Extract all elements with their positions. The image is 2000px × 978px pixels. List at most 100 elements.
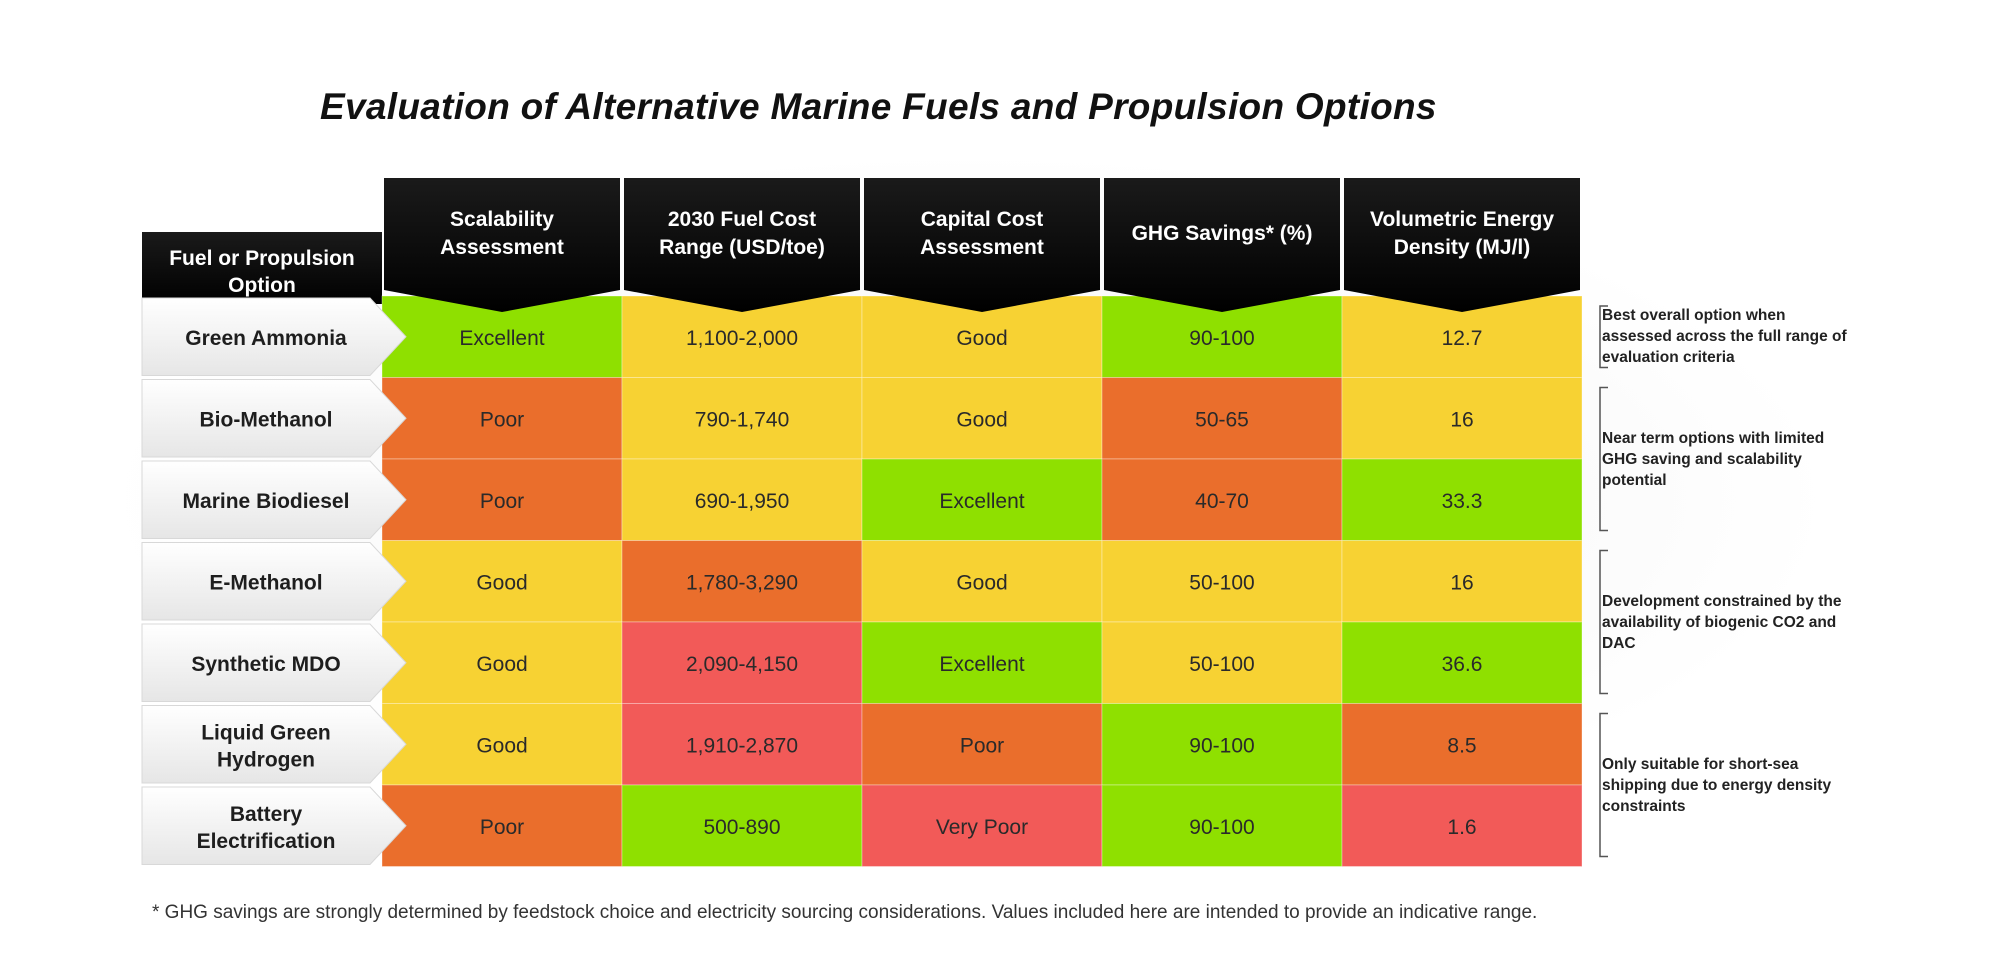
table-cell	[1341, 540, 1583, 623]
table-cell-value: 1.6	[1447, 816, 1476, 839]
row-header-cell: Fuel or Propulsion Option	[142, 232, 382, 304]
column-header-cell	[1344, 178, 1580, 312]
row-label-cell	[141, 623, 407, 702]
table-cell-value: 16	[1450, 408, 1473, 431]
column-header-text: Range (USD/toe)	[659, 236, 825, 259]
table-cell	[381, 458, 623, 541]
column-header-text: Assessment	[440, 236, 564, 259]
row-label-cell	[141, 786, 407, 865]
row-label: Green Ammonia	[185, 327, 347, 350]
cells: Excellent 1,100-2,000 Good 90-100 12.7 Poor 79…	[381, 295, 1583, 867]
group-note: Best overall option when assessed across…	[1602, 307, 1847, 367]
column-header-text: Density (MJ/l)	[1394, 236, 1531, 259]
table-cell	[381, 377, 623, 460]
row-header-text: Option	[228, 274, 296, 297]
table-cell	[861, 377, 1103, 460]
table-cell	[1341, 377, 1583, 460]
table-cell-value: 790-1,740	[695, 408, 790, 431]
table-cell-value: Poor	[480, 408, 524, 431]
table-cell-value: 33.3	[1442, 490, 1483, 513]
table-cell	[621, 377, 863, 460]
table-cell	[1341, 458, 1583, 541]
table-cell	[1341, 784, 1583, 867]
table-cell-value: Poor	[960, 734, 1004, 757]
row-header-text: Fuel or Propulsion	[169, 247, 355, 270]
table-cell	[1101, 458, 1343, 541]
table-cell	[1341, 621, 1583, 704]
column-header-text: GHG Savings* (%)	[1132, 222, 1313, 245]
table-cell	[1101, 621, 1343, 704]
table-cell	[1341, 703, 1583, 786]
column-header-text: Volumetric Energy	[1370, 208, 1554, 231]
table-cell-value: Good	[956, 408, 1007, 431]
note-bracket	[1599, 712, 1608, 858]
table-cell-value: 36.6	[1442, 653, 1483, 676]
table-cell-value: 40-70	[1195, 490, 1249, 513]
column-header-text: Scalability	[450, 208, 554, 231]
table-cell-value: Good	[956, 571, 1007, 594]
table-cell-value: 2,090-4,150	[686, 653, 798, 676]
table-cell	[861, 540, 1103, 623]
table-cell	[621, 784, 863, 867]
column-header-text: 2030 Fuel Cost	[668, 208, 816, 231]
row-labels: Green Ammonia Bio-Methanol Marine Biodiese…	[141, 297, 407, 865]
table-cell	[1101, 540, 1343, 623]
column-header-cell	[1104, 178, 1340, 312]
row-label-cell	[141, 379, 407, 458]
table-cell-value: 90-100	[1189, 734, 1254, 757]
chart-title: Evaluation of Alternative Marine Fuels a…	[320, 86, 1437, 127]
table-cell	[1101, 784, 1343, 867]
footnote: * GHG savings are strongly determined by…	[152, 902, 1538, 923]
row-label-cell	[141, 297, 407, 376]
note-bracket	[1599, 386, 1608, 532]
column-header-text: Assessment	[920, 236, 1044, 259]
row-label: Liquid Green	[201, 721, 331, 744]
table-cell	[1101, 377, 1343, 460]
table-cell	[861, 784, 1103, 867]
table-cell-value: 1,910-2,870	[686, 734, 798, 757]
table-cell-value: 1,100-2,000	[686, 327, 798, 350]
row-label-cell	[141, 542, 407, 621]
table-cell	[861, 458, 1103, 541]
table-cell-value: 50-100	[1189, 653, 1254, 676]
table-cell	[621, 458, 863, 541]
column-header-cell	[864, 178, 1100, 312]
group-note: Only suitable for short-sea shipping due…	[1602, 755, 1832, 815]
group-note: Development constrained by the availabil…	[1602, 592, 1842, 652]
row-label: Synthetic MDO	[191, 653, 340, 676]
column-headers: Scalability Assessment 2030 Fuel Cost Range…	[384, 178, 1580, 312]
table-cell	[621, 703, 863, 786]
table-cell-value: Very Poor	[936, 816, 1028, 839]
row-label: Electrification	[197, 830, 336, 853]
row-label-cell	[141, 460, 407, 539]
table-cell-value: Good	[476, 734, 527, 757]
row-label-cell	[141, 705, 407, 784]
table-cell-value: Good	[956, 327, 1007, 350]
table-cell-value: 12.7	[1442, 327, 1483, 350]
group-note: Near term options with limited GHG savin…	[1602, 429, 1825, 489]
table-cell-value: 16	[1450, 571, 1473, 594]
table-cell-value: Poor	[480, 816, 524, 839]
note-bracket	[1599, 549, 1608, 695]
table-cell-value: Excellent	[939, 653, 1024, 676]
column-header-cell	[384, 178, 620, 312]
table-cell-value: Excellent	[459, 327, 544, 350]
table-cell-value: Good	[476, 653, 527, 676]
row-label: Battery	[230, 803, 303, 826]
table-cell	[1101, 703, 1343, 786]
table-cell-value: 50-65	[1195, 408, 1249, 431]
table-cell-value: 690-1,950	[695, 490, 790, 513]
table-cell-value: 90-100	[1189, 327, 1254, 350]
table-cell	[381, 540, 623, 623]
table-cell-value: 90-100	[1189, 816, 1254, 839]
row-label: Marine Biodiesel	[183, 490, 350, 513]
note-bracket	[1599, 305, 1608, 369]
row-label: Hydrogen	[217, 748, 315, 771]
table-cell-value: Good	[476, 571, 527, 594]
table-cell-value: Excellent	[939, 490, 1024, 513]
table-cell-value: 50-100	[1189, 571, 1254, 594]
table-cell-value: Poor	[480, 490, 524, 513]
table-cell	[381, 703, 623, 786]
